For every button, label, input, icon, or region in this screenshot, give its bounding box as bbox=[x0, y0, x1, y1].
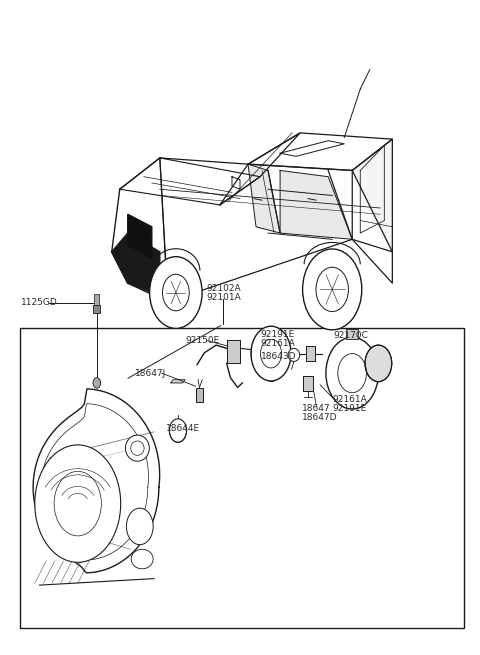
Text: 18647: 18647 bbox=[302, 404, 331, 413]
Bar bbox=[227, 340, 240, 364]
Polygon shape bbox=[280, 170, 352, 239]
Bar bbox=[196, 388, 203, 402]
Text: 18644E: 18644E bbox=[166, 424, 200, 433]
Circle shape bbox=[365, 345, 392, 382]
Polygon shape bbox=[120, 158, 260, 205]
Text: 18643D: 18643D bbox=[261, 352, 296, 362]
Text: 92170C: 92170C bbox=[333, 331, 368, 340]
Bar bbox=[95, 294, 99, 305]
Polygon shape bbox=[112, 233, 160, 295]
Bar bbox=[21, 328, 464, 627]
Text: 92161A: 92161A bbox=[332, 395, 367, 403]
Circle shape bbox=[35, 445, 120, 562]
Polygon shape bbox=[248, 164, 280, 233]
Ellipse shape bbox=[288, 348, 300, 362]
Polygon shape bbox=[220, 133, 300, 205]
Circle shape bbox=[93, 378, 101, 388]
Bar bbox=[306, 346, 315, 362]
Text: 18647J: 18647J bbox=[135, 369, 166, 378]
Circle shape bbox=[302, 249, 362, 330]
Text: 1125GD: 1125GD bbox=[21, 298, 57, 307]
Bar bbox=[347, 329, 358, 339]
Text: 92191E: 92191E bbox=[332, 404, 366, 413]
Polygon shape bbox=[232, 177, 240, 189]
Text: 92150E: 92150E bbox=[185, 336, 219, 345]
Ellipse shape bbox=[131, 550, 153, 569]
Text: 92102A: 92102A bbox=[206, 284, 241, 293]
Text: 92161A: 92161A bbox=[261, 339, 295, 348]
Text: 18647D: 18647D bbox=[302, 413, 337, 422]
Text: 92101A: 92101A bbox=[206, 293, 241, 302]
Ellipse shape bbox=[125, 435, 149, 461]
Circle shape bbox=[326, 337, 378, 409]
Polygon shape bbox=[33, 389, 160, 573]
Bar bbox=[94, 305, 100, 313]
Circle shape bbox=[126, 508, 153, 545]
Bar bbox=[303, 377, 312, 391]
Polygon shape bbox=[171, 380, 185, 383]
Circle shape bbox=[150, 257, 202, 328]
Polygon shape bbox=[352, 139, 392, 252]
Circle shape bbox=[169, 419, 187, 442]
Polygon shape bbox=[160, 158, 392, 302]
Polygon shape bbox=[248, 133, 392, 170]
Text: 92191E: 92191E bbox=[261, 329, 295, 339]
Circle shape bbox=[251, 326, 291, 381]
Polygon shape bbox=[128, 214, 152, 258]
